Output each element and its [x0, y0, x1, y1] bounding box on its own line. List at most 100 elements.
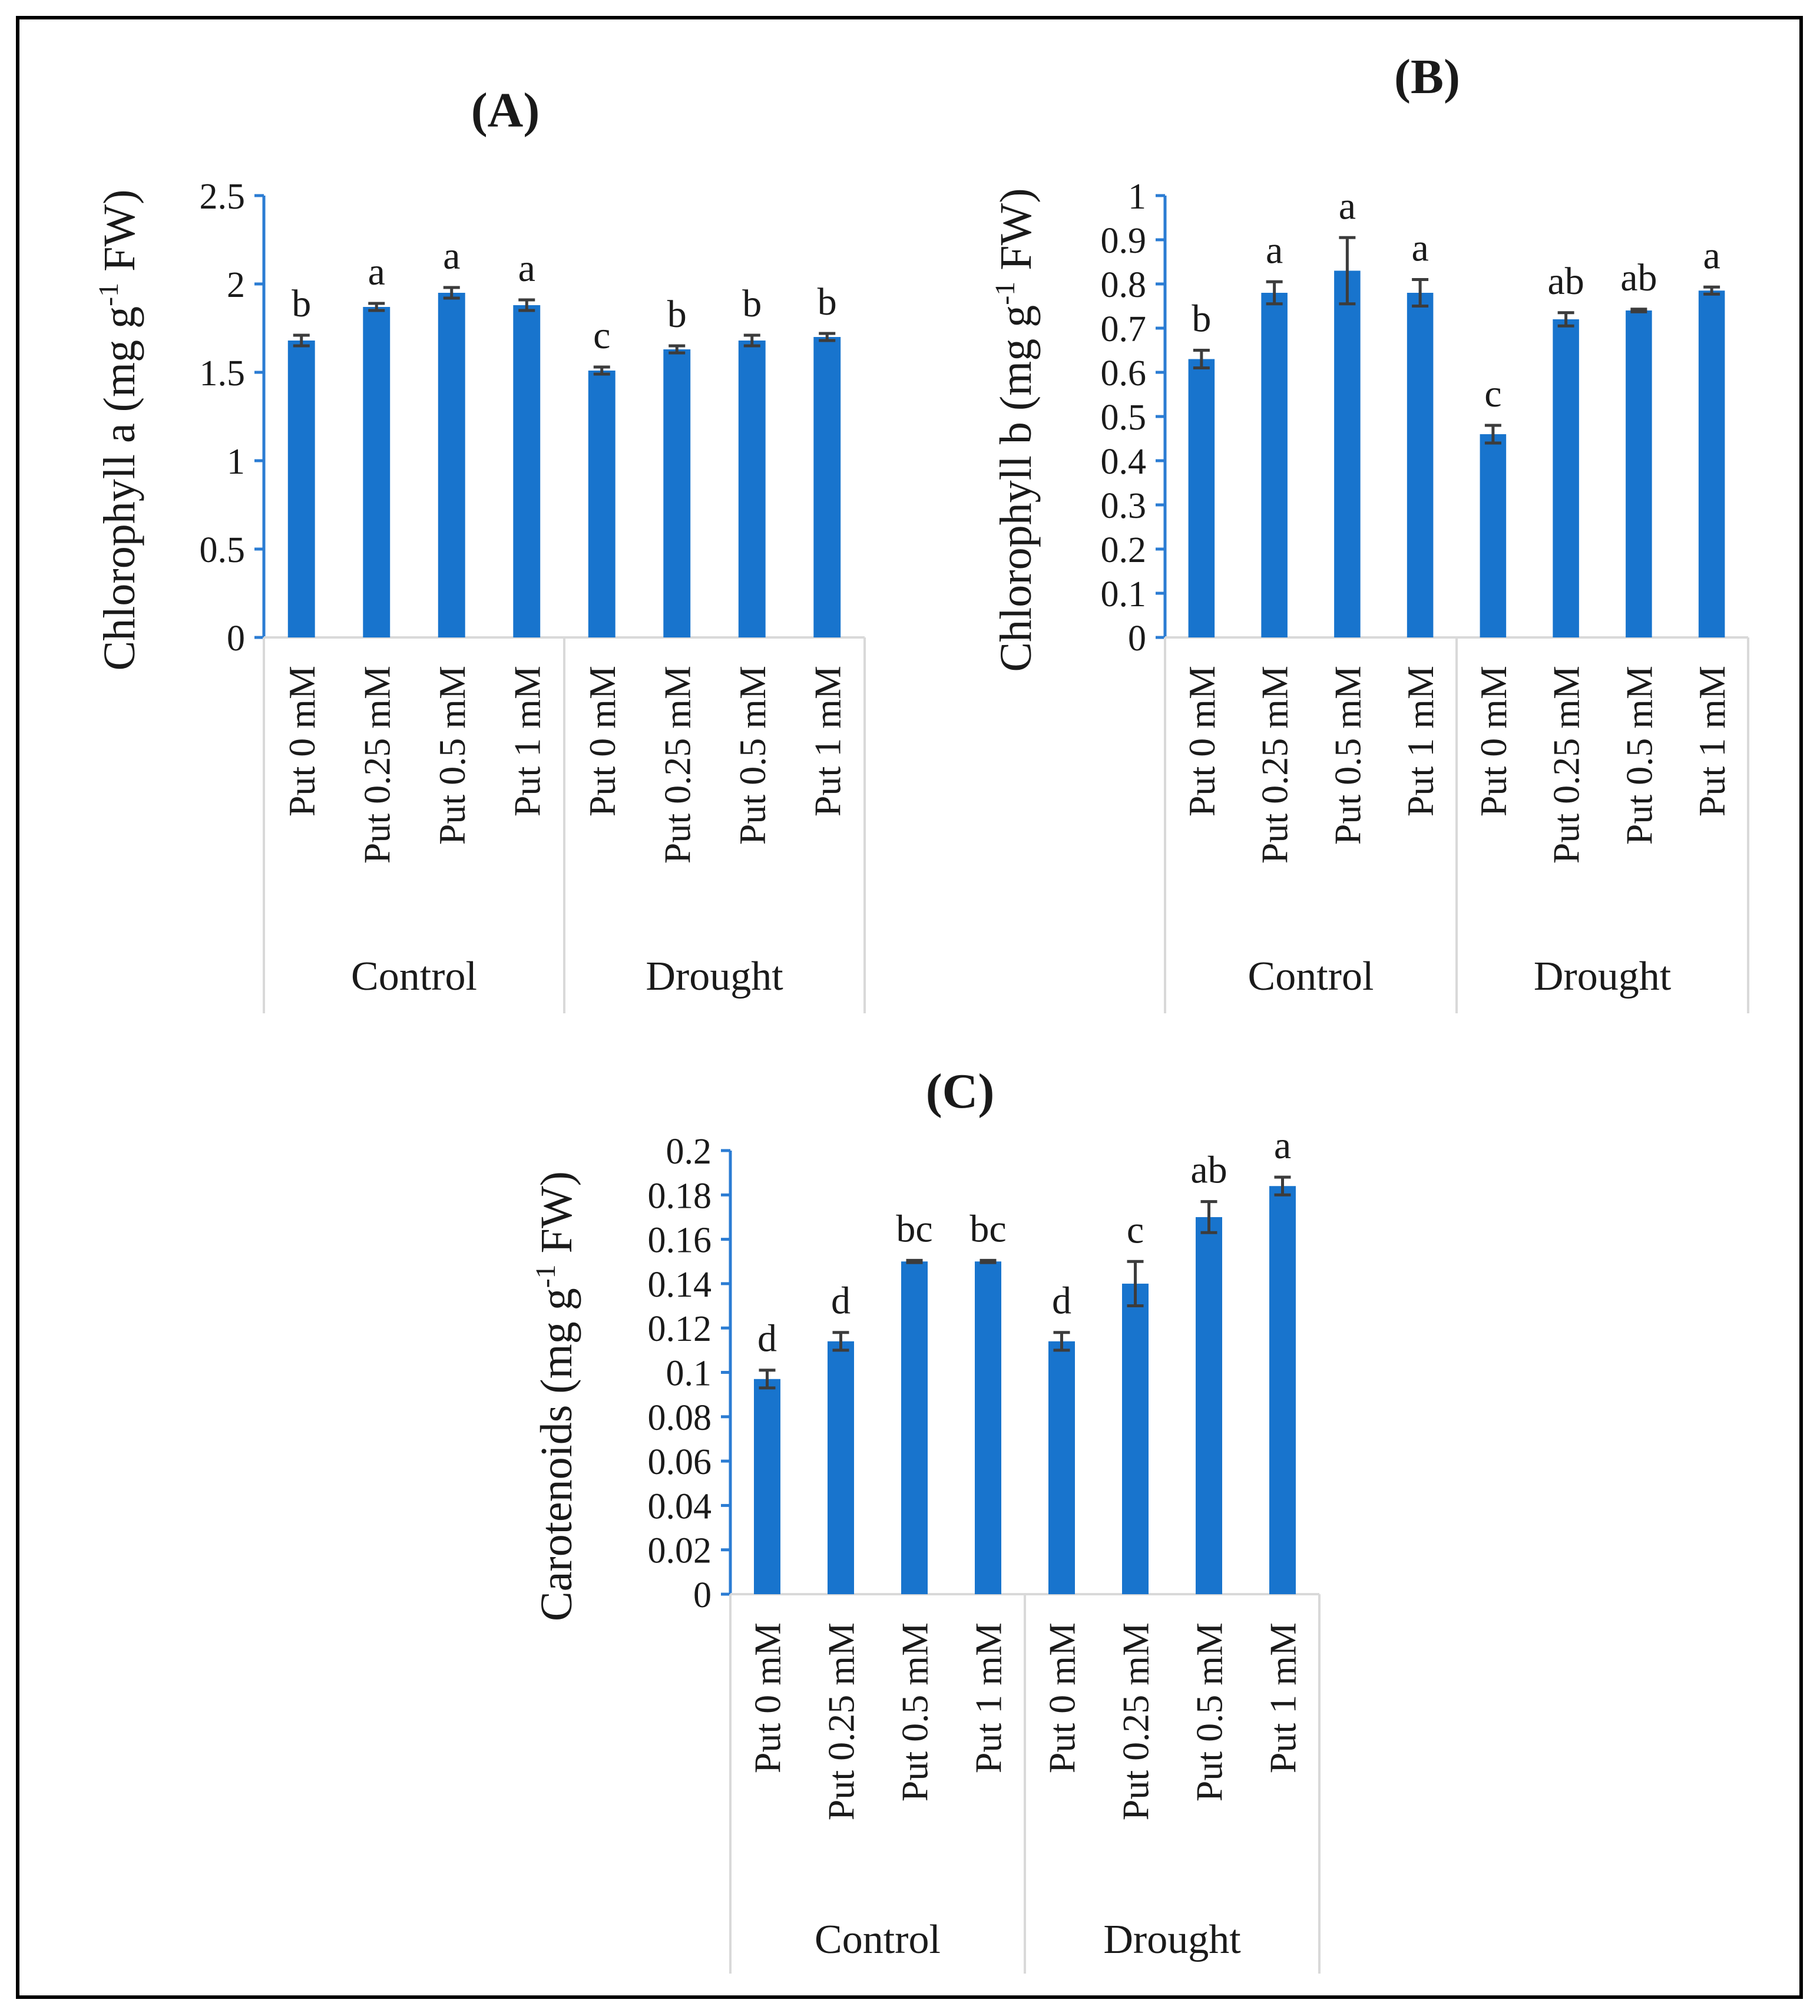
significance-letter: bc [896, 1207, 932, 1250]
significance-letter: d [1052, 1280, 1071, 1323]
y-tick-label: 0.18 [648, 1176, 712, 1216]
y-tick-label: 0 [693, 1575, 712, 1615]
group-label: Drought [1103, 1917, 1241, 1962]
y-tick-label: 2 [227, 265, 245, 305]
y-tick-label: 2.5 [200, 177, 246, 217]
x-tick-label: Put 0 mM [1181, 666, 1223, 817]
y-tick-label: 0.1 [666, 1354, 712, 1394]
x-tick-label: Put 1 mM [1262, 1622, 1304, 1773]
bar [828, 1341, 854, 1594]
bar [754, 1379, 780, 1594]
bar [1626, 310, 1652, 637]
bar [1334, 270, 1361, 637]
bar [1553, 319, 1579, 637]
x-tick-label: Put 1 mM [806, 666, 848, 817]
significance-letter: a [1703, 234, 1720, 277]
x-tick-label: Put 0 mM [581, 666, 623, 817]
panel-title: (A) [471, 83, 540, 138]
significance-letter: bc [969, 1207, 1006, 1250]
y-tick-label: 0.6 [1101, 353, 1147, 394]
y-tick-label: 0.5 [200, 530, 246, 570]
significance-letter: c [1127, 1208, 1144, 1251]
y-tick-label: 0 [1128, 619, 1146, 659]
bar [1122, 1283, 1149, 1594]
y-tick-label: 1.5 [200, 353, 246, 394]
bar [813, 337, 841, 637]
bar [1407, 293, 1434, 637]
x-tick-label: Put 0.5 mM [1326, 666, 1368, 845]
x-tick-label: Put 0.5 mM [1189, 1622, 1230, 1802]
significance-letter: b [292, 282, 311, 325]
y-tick-label: 0.1 [1101, 574, 1147, 614]
y-tick-label: 0.02 [648, 1531, 712, 1571]
bar [588, 371, 616, 637]
significance-letter: ab [1190, 1149, 1227, 1192]
x-tick-label: Put 0 mM [281, 666, 323, 817]
bar [1048, 1341, 1075, 1594]
x-tick-label: Put 0.25 mM [1115, 1622, 1157, 1820]
y-tick-label: 0.2 [666, 1132, 712, 1172]
group-label: Control [815, 1917, 941, 1962]
significance-letter: c [593, 314, 610, 357]
y-tick-label: 0.06 [648, 1442, 712, 1482]
y-axis-label: Chlorophyll b (mg g-1 FW) [990, 188, 1041, 672]
y-tick-label: 0 [227, 619, 245, 659]
x-tick-label: Put 0.25 mM [1546, 666, 1587, 864]
y-tick-label: 0.12 [648, 1309, 712, 1349]
y-tick-label: 0.8 [1101, 265, 1147, 305]
significance-letter: b [742, 282, 762, 325]
y-tick-label: 0.7 [1101, 309, 1147, 349]
bar [513, 305, 541, 637]
significance-letter: c [1484, 372, 1501, 415]
bar [1188, 359, 1215, 637]
bar [363, 307, 391, 637]
bar [663, 349, 691, 637]
x-tick-label: Put 0.25 mM [820, 1622, 862, 1820]
x-tick-label: Put 1 mM [968, 1622, 1010, 1773]
group-label: Control [1248, 954, 1374, 999]
group-label: Control [351, 954, 477, 999]
significance-letter: ab [1547, 260, 1584, 303]
bar [1269, 1186, 1296, 1594]
significance-letter: a [1339, 184, 1356, 227]
significance-letter: a [1274, 1124, 1291, 1167]
y-tick-label: 0.08 [648, 1398, 712, 1438]
y-tick-label: 0.9 [1101, 221, 1147, 261]
y-tick-label: 0.16 [648, 1221, 712, 1261]
significance-letter: d [831, 1280, 851, 1323]
bar [901, 1261, 928, 1594]
y-tick-label: 0.2 [1101, 530, 1147, 570]
significance-letter: b [667, 293, 687, 336]
x-tick-label: Put 0.25 mM [1254, 666, 1296, 864]
bar [975, 1261, 1001, 1594]
x-tick-label: Put 0.5 mM [732, 666, 773, 845]
x-tick-label: Put 0.5 mM [431, 666, 473, 845]
x-tick-label: Put 0.5 mM [1618, 666, 1660, 845]
bar [1698, 290, 1725, 637]
significance-letter: ab [1620, 256, 1657, 299]
chart-panel-1: (A) Chlorophyll a (mg g-1 FW) 0 0.5 1 1.5 2 2.5… [93, 83, 866, 1013]
bar [438, 293, 465, 637]
group-label: Drought [646, 954, 783, 999]
panel-title: (B) [1394, 49, 1460, 104]
x-tick-label: Put 1 mM [1399, 666, 1441, 817]
significance-letter: a [518, 247, 535, 290]
bar [1261, 293, 1288, 637]
bar [738, 341, 766, 637]
y-tick-label: 1 [1128, 177, 1146, 217]
chart-panel-3: (C)Carotenoids (mg g-1 FW)00.020.040.060… [530, 1064, 1321, 1974]
y-tick-label: 0.4 [1101, 442, 1147, 482]
bar [1196, 1217, 1222, 1594]
y-tick-label: 0.5 [1101, 398, 1147, 438]
significance-letter: a [1266, 229, 1283, 272]
significance-letter: a [1411, 227, 1428, 270]
y-axis-label: Carotenoids (mg g-1 FW) [530, 1171, 581, 1621]
x-tick-label: Put 0.5 mM [894, 1622, 936, 1802]
x-tick-label: Put 0.25 mM [656, 666, 698, 864]
x-tick-label: Put 0 mM [1472, 666, 1514, 817]
significance-letter: b [818, 280, 837, 323]
bar [1480, 434, 1507, 637]
y-axis-label: Chlorophyll a (mg g-1 FW) [93, 190, 144, 671]
group-label: Drought [1534, 954, 1672, 999]
